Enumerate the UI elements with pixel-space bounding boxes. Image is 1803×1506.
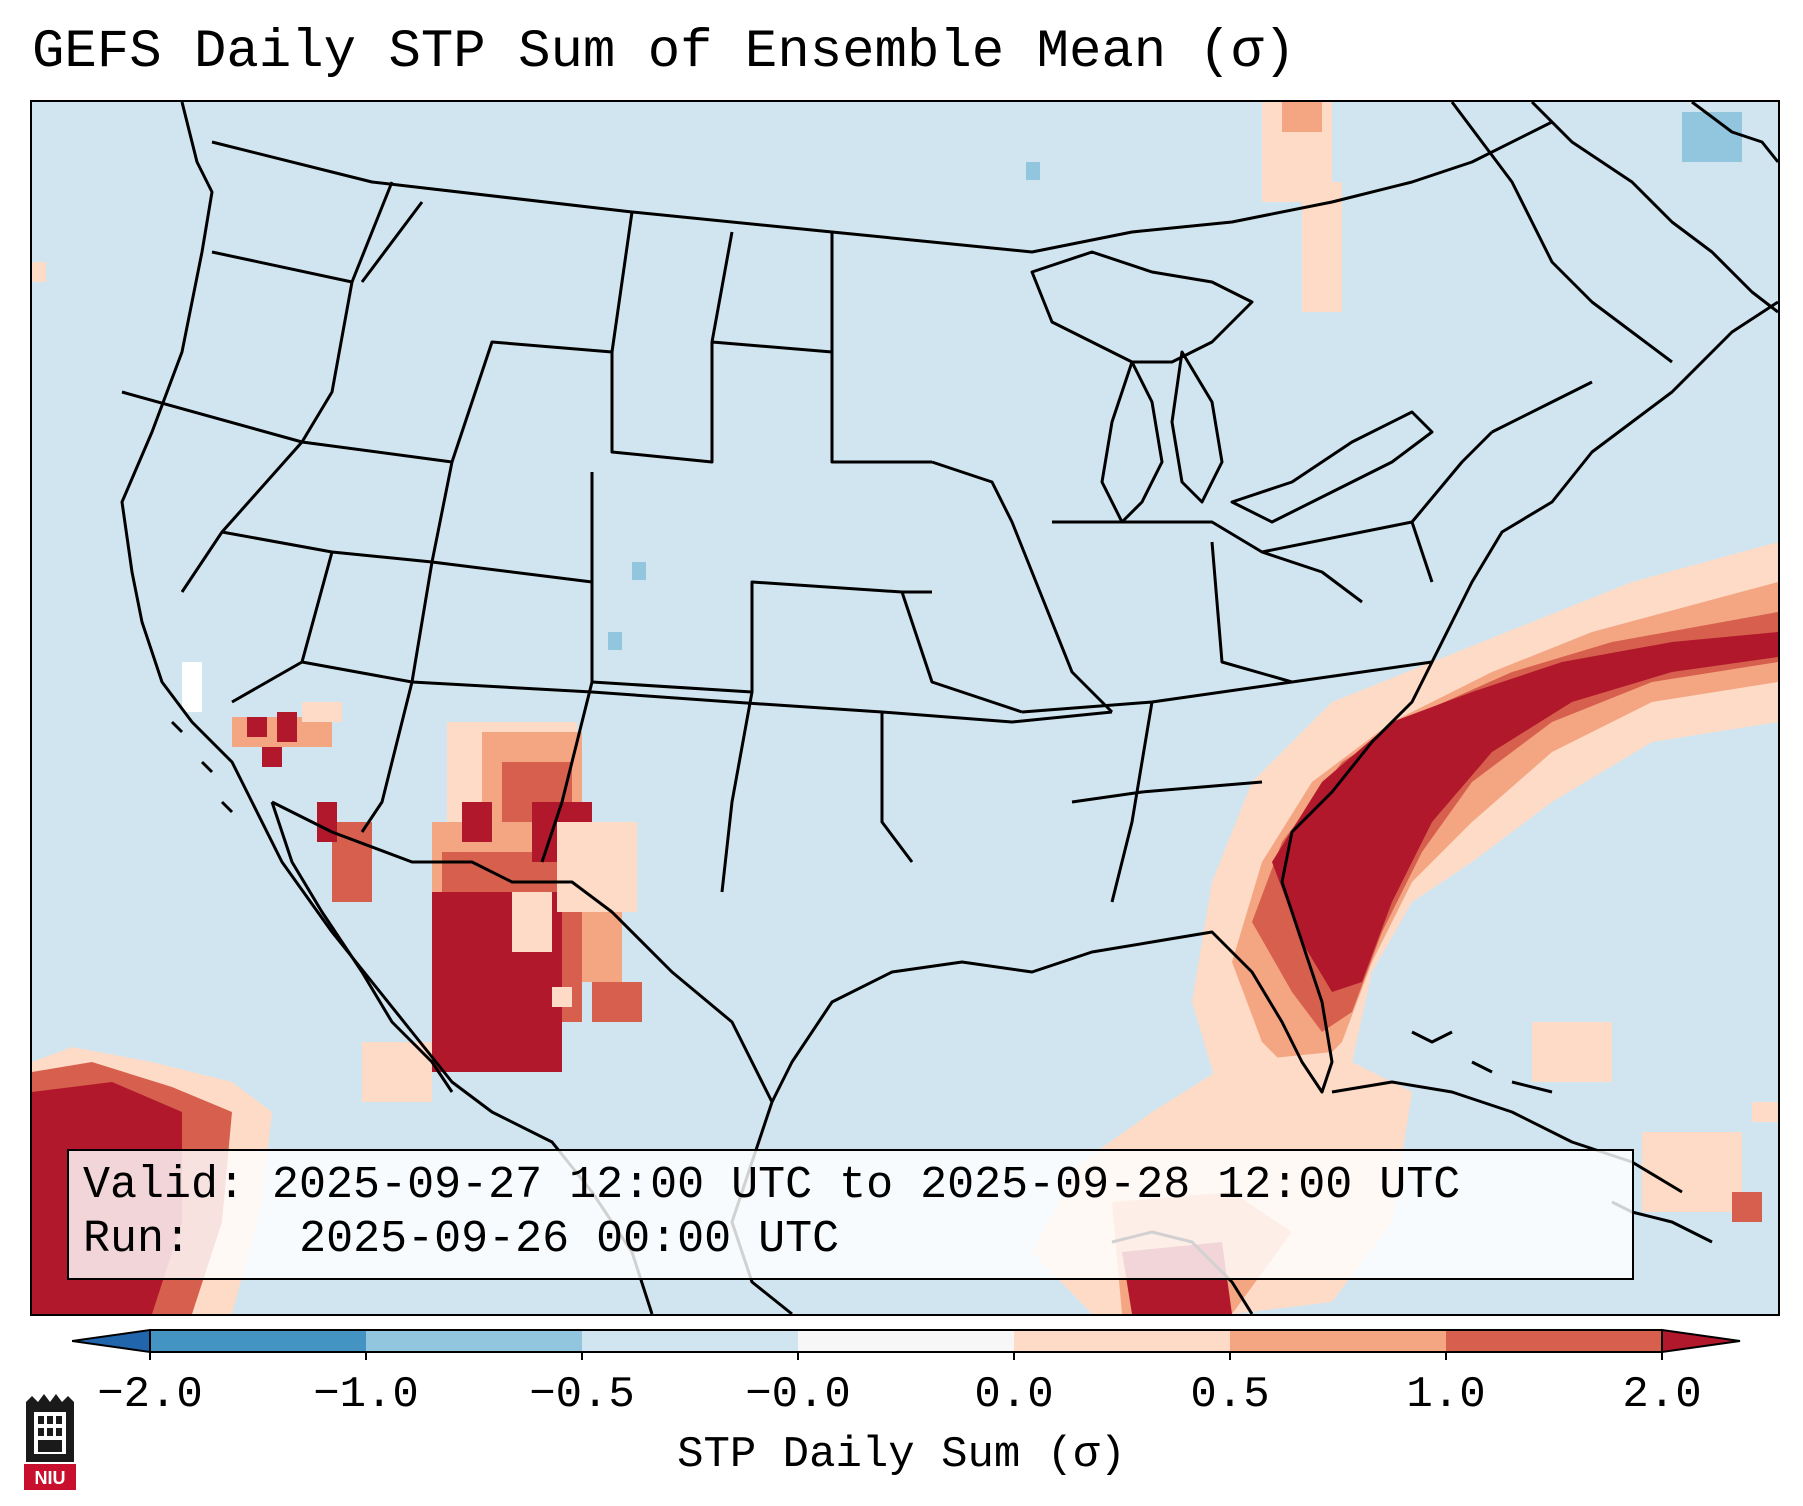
colorbar-tick-label: −0.5 [529, 1370, 635, 1420]
stp-field-southwest [317, 722, 642, 1102]
colorbar-label: STP Daily Sum (σ) [677, 1430, 1126, 1480]
colorbar-outline [149, 1329, 1663, 1353]
colorbar-segment [150, 1330, 366, 1352]
colorbar-tick-label: 0.5 [1190, 1370, 1270, 1420]
great-lakes [1030, 250, 1254, 364]
colorbar-segment [798, 1330, 1014, 1352]
west-coastline [120, 102, 654, 1314]
info-box: Valid: 2025-09-27 12:00 UTC to 2025-09-2… [67, 1149, 1634, 1280]
stp-field-northeast-canada [608, 102, 1742, 650]
valid-label: Valid: [83, 1160, 246, 1211]
colorbar-segment [1230, 1330, 1446, 1352]
colorbar-tick-label: 1.0 [1406, 1370, 1486, 1420]
colorbar-extend-high [1661, 1328, 1741, 1354]
run-value: 2025-09-26 00:00 UTC [299, 1214, 840, 1265]
colorbar-extend-low [72, 1328, 151, 1354]
map-outlines [120, 102, 1778, 1314]
map-svg [32, 102, 1778, 1314]
colorbar-tick-label: −0.0 [745, 1370, 851, 1420]
run-label: Run: [83, 1214, 192, 1265]
gulf-coastline [770, 300, 1778, 1103]
us-canada-border [211, 120, 1553, 254]
niu-logo: NIU [24, 1394, 76, 1490]
colorbar-segment [1014, 1330, 1230, 1352]
state-boundaries [121, 181, 1593, 903]
colorbar-tick-label: −2.0 [97, 1370, 203, 1420]
colorbar-segment [582, 1330, 798, 1352]
baja-coastline [270, 801, 454, 1093]
colorbar-segment [1446, 1330, 1662, 1352]
logo-text: NIU [35, 1468, 66, 1488]
colorbar [72, 1328, 1741, 1360]
us-mexico-border [271, 800, 774, 1103]
colorbar-tick-label: −1.0 [313, 1370, 419, 1420]
valid-value: 2025-09-27 12:00 UTC to 2025-09-28 12:00… [272, 1160, 1461, 1211]
stp-field-california [232, 702, 342, 767]
canada-east-coastline [1450, 102, 1778, 364]
colorbar-tick-label: 2.0 [1622, 1370, 1702, 1420]
chart-title: GEFS Daily STP Sum of Ensemble Mean (σ) [32, 22, 1296, 83]
map-panel[interactable] [30, 100, 1780, 1316]
stp-field-southeast-atlantic [1192, 542, 1778, 1142]
colorbar-tick-label: 0.0 [974, 1370, 1054, 1420]
colorbar-segment [366, 1330, 582, 1352]
